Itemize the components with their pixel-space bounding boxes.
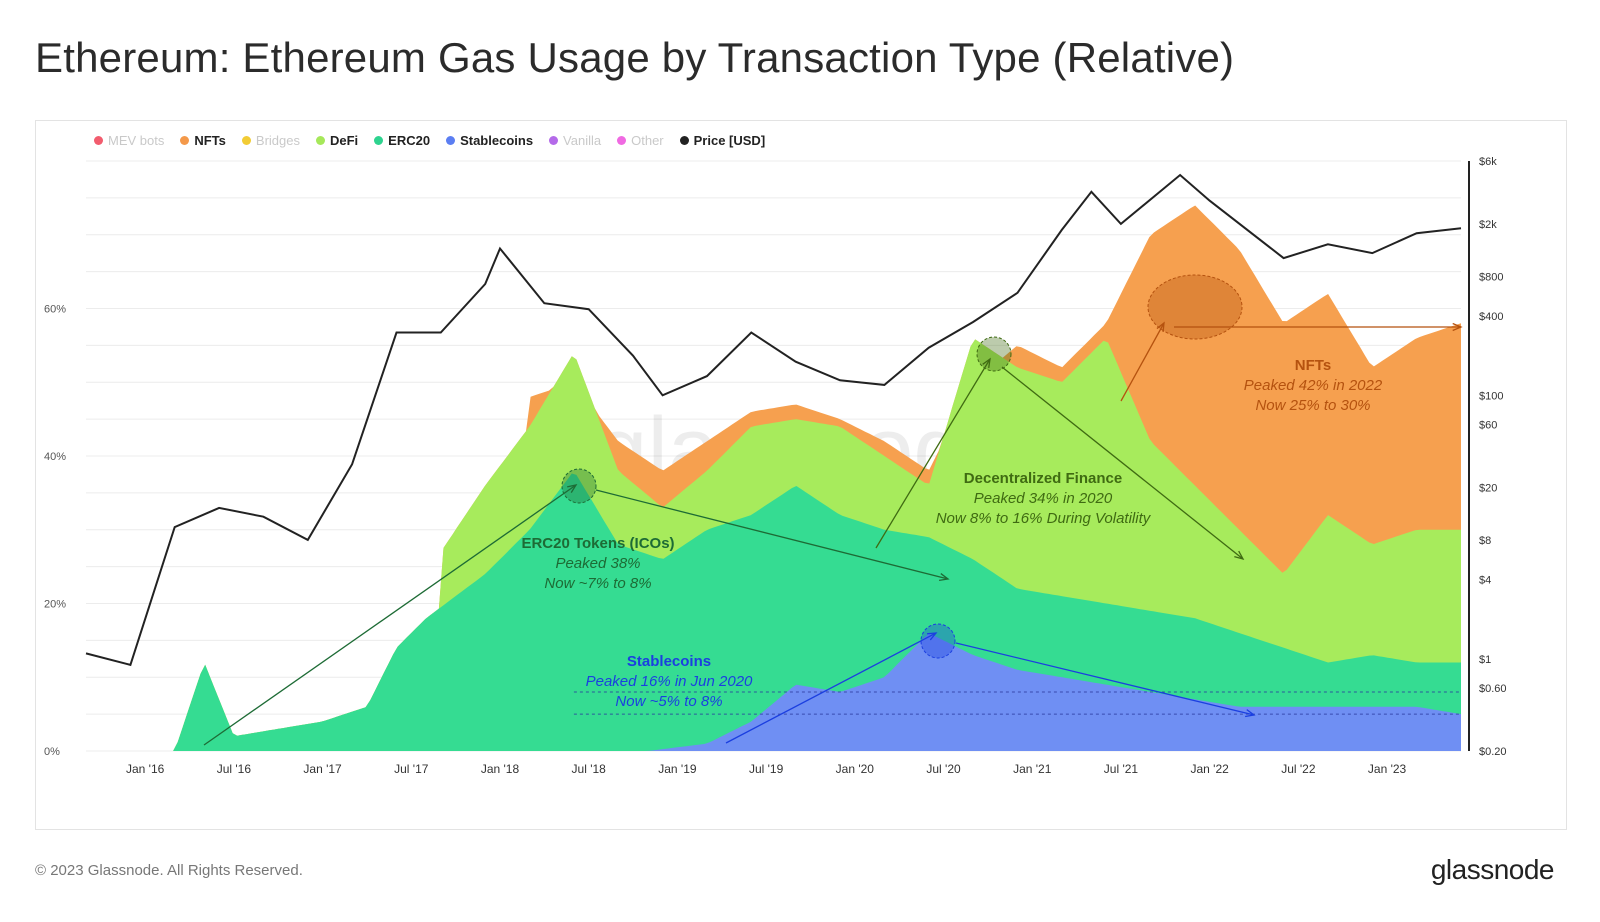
brand-logo: glassnode [1430, 854, 1555, 885]
y-left-tick-label: 40% [44, 451, 66, 463]
legend-item[interactable]: Other [617, 133, 664, 148]
y-left-tick-label: 20% [44, 599, 66, 611]
legend-label: MEV bots [108, 133, 165, 148]
x-tick-label: Jul '21 [1104, 762, 1139, 776]
annotation-title: ERC20 Tokens (ICOs) [521, 535, 674, 552]
stable-arrow-up [725, 632, 937, 744]
x-tick-label: Jan '22 [1190, 762, 1229, 776]
y-right-tick-label: $6k [1479, 156, 1497, 168]
erc20-peak-marker [561, 468, 597, 504]
x-tick-label: Jan '21 [1013, 762, 1052, 776]
legend-label: NFTs [194, 133, 226, 148]
x-tick-label: Jul '19 [749, 762, 784, 776]
y-left-tick-label: 60% [44, 304, 66, 316]
x-tick-label: Jul '16 [217, 762, 252, 776]
legend-swatch [94, 136, 103, 145]
legend-swatch [374, 136, 384, 145]
area-stablecoins [86, 633, 1461, 751]
annotation-line: Peaked 34% in 2020 [974, 490, 1113, 507]
y-right-tick-label: $0.20 [1479, 746, 1507, 758]
y-right-tick-label: $4 [1479, 575, 1491, 587]
annotation-title: Decentralized Finance [964, 470, 1122, 487]
legend-label: Bridges [255, 133, 300, 148]
defi-arrow-down-head [1234, 550, 1245, 561]
chart-title: Ethereum: Ethereum Gas Usage by Transact… [35, 34, 1235, 81]
stable-peak-marker [920, 623, 956, 659]
x-tick-label: Jan '16 [126, 762, 165, 776]
x-tick-label: Jul '17 [394, 762, 429, 776]
nft-arrow-flat-head [1452, 322, 1463, 332]
erc20-arrow-up [203, 484, 577, 746]
x-tick-label: Jan '18 [481, 762, 520, 776]
y-right-tick-label: $800 [1479, 271, 1503, 283]
y-right-tick-label: $60 [1479, 420, 1497, 432]
legend-item[interactable]: Price [USD] [679, 133, 766, 148]
x-tick-label: Jan '20 [836, 762, 875, 776]
annotation-line: Now ~7% to 8% [544, 575, 651, 592]
y-right-tick-label: $400 [1479, 311, 1503, 323]
y-right-tick-label: $8 [1479, 535, 1491, 547]
legend-label: Price [USD] [693, 133, 766, 148]
erc20-arrow-down-head [939, 573, 950, 582]
y-right-tick-label: $100 [1479, 390, 1503, 402]
y-left-tick-label: 0% [44, 746, 60, 758]
annotation-line: Peaked 42% in 2022 [1244, 377, 1383, 394]
defi-arrow-up [875, 358, 991, 549]
annotation-line: Now ~5% to 8% [615, 693, 722, 710]
chart-svg: glassnode0%20%40%60%$0.20$0.60$1$4$8$20$… [44, 156, 1507, 776]
annotation-line: Peaked 38% [555, 555, 640, 572]
y-right-tick-label: $20 [1479, 482, 1497, 494]
x-tick-label: Jul '22 [1281, 762, 1316, 776]
y-right-tick-label: $1 [1479, 654, 1491, 666]
legend-swatch [241, 136, 251, 145]
annotation-line: Peaked 16% in Jun 2020 [586, 673, 753, 690]
defi-peak-marker [976, 336, 1012, 372]
legend-label: Stablecoins [460, 133, 534, 148]
legend-swatch [180, 136, 190, 145]
legend-swatch [315, 136, 325, 145]
y-right-tick-label: $0.60 [1479, 683, 1507, 695]
stable-arrow-up-head [926, 632, 938, 641]
legend-label: Other [631, 133, 664, 148]
annotation-line: Now 25% to 30% [1255, 397, 1370, 414]
legend-label: ERC20 [388, 133, 431, 148]
legend-item[interactable]: ERC20 [374, 133, 430, 148]
legend-label: Vanilla [563, 133, 602, 148]
legend-item[interactable]: DeFi [315, 133, 359, 148]
x-tick-label: Jan '19 [658, 762, 697, 776]
legend-item[interactable]: MEV bots [94, 133, 164, 148]
legend-swatch [617, 136, 627, 145]
legend-swatch [549, 136, 559, 145]
legend-swatch [679, 136, 689, 145]
x-tick-label: Jul '20 [926, 762, 961, 776]
x-tick-label: Jul '18 [572, 762, 607, 776]
copyright-text: © 2023 Glassnode. All Rights Reserved. [35, 862, 303, 879]
nft-arrow-up [1120, 322, 1165, 402]
erc20-arrow-down [595, 489, 949, 580]
y-right-tick-label: $2k [1479, 219, 1497, 231]
legend-item[interactable]: Vanilla [549, 133, 601, 148]
stable-arrow-down [955, 642, 1255, 716]
defi-arrow-up-head [982, 357, 991, 369]
legend: MEV bots NFTs Bridges DeFi ERC20 Stablecoins V… [94, 133, 765, 148]
legend-item[interactable]: Bridges [241, 133, 300, 148]
legend-swatch [446, 136, 456, 145]
chart-panel: MEV bots NFTs Bridges DeFi ERC20 Stablecoins V… [35, 120, 1567, 830]
nft-peak-marker [1147, 274, 1243, 340]
annotation-title: NFTs [1295, 357, 1331, 374]
annotation-line: Now 8% to 16% During Volatility [936, 510, 1152, 527]
nft-arrow-up-head [1156, 321, 1165, 333]
x-tick-label: Jan '23 [1368, 762, 1407, 776]
price-line [85, 173, 1462, 667]
legend-item[interactable]: NFTs [180, 133, 226, 148]
erc20-arrow-up-head [567, 484, 578, 493]
legend-label: DeFi [329, 133, 359, 148]
stable-arrow-down-head [1245, 709, 1256, 718]
x-tick-label: Jan '17 [303, 762, 342, 776]
defi-arrow-down [1001, 366, 1244, 560]
legend-item[interactable]: Stablecoins [446, 133, 533, 148]
annotation-title: Stablecoins [627, 653, 711, 670]
